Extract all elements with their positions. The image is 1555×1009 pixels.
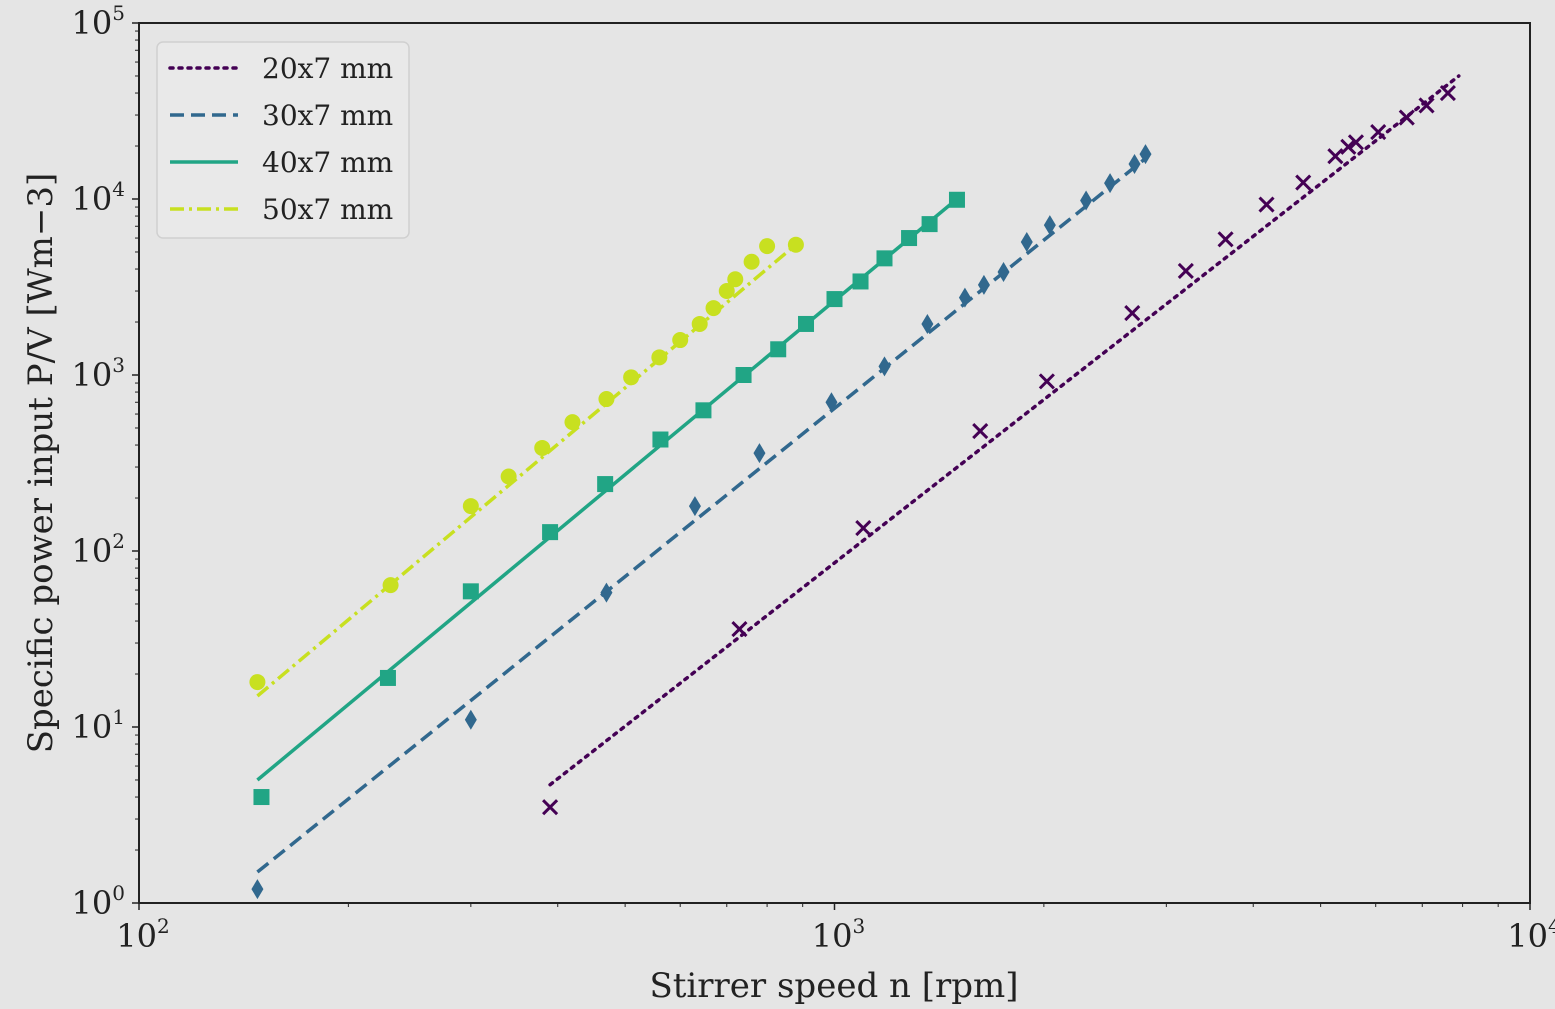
data-point xyxy=(500,468,517,485)
data-point xyxy=(534,439,551,456)
data-point xyxy=(1124,304,1141,322)
legend: 20x7 mm 30x7 mm 40x7 mm 50x7 mm xyxy=(156,41,410,239)
fit-line xyxy=(256,157,1147,874)
data-point xyxy=(731,621,748,638)
data-point xyxy=(798,315,815,332)
data-point xyxy=(542,799,559,816)
legend-label: 20x7 mm xyxy=(262,52,393,85)
data-point xyxy=(1217,231,1234,248)
data-point xyxy=(462,498,479,515)
data-point xyxy=(253,789,270,806)
data-point xyxy=(855,520,872,537)
data-point xyxy=(718,283,735,300)
data-point xyxy=(688,496,701,517)
data-point xyxy=(1258,196,1275,213)
data-point xyxy=(672,332,689,349)
y-tick-label: 100 xyxy=(72,881,125,922)
data-point xyxy=(901,230,918,247)
data-point xyxy=(727,271,744,288)
data-point xyxy=(948,191,965,208)
legend-box xyxy=(156,41,410,239)
data-point xyxy=(1340,138,1357,155)
legend-label: 50x7 mm xyxy=(262,193,393,226)
data-point xyxy=(251,879,264,900)
data-point xyxy=(598,391,615,408)
x-tick-label: 104 xyxy=(1507,914,1555,955)
data-point xyxy=(382,577,399,594)
data-point xyxy=(770,341,787,358)
series-50x7-mm xyxy=(249,236,804,698)
data-point xyxy=(743,253,760,270)
data-point xyxy=(1439,84,1456,102)
data-point xyxy=(878,356,891,377)
x-tick-label: 103 xyxy=(812,914,865,955)
data-point xyxy=(1295,174,1312,191)
data-point xyxy=(249,674,266,691)
series-20x7-mm xyxy=(542,74,1461,816)
data-point xyxy=(921,216,938,233)
y-tick-label: 101 xyxy=(72,705,125,746)
data-point xyxy=(977,274,990,295)
data-point xyxy=(972,423,989,440)
data-point xyxy=(462,583,479,600)
data-point xyxy=(825,392,838,413)
data-point xyxy=(1139,144,1152,165)
y-tick-label: 105 xyxy=(72,1,125,42)
data-point xyxy=(705,300,722,317)
series-layer xyxy=(249,74,1461,900)
data-point xyxy=(852,273,869,290)
y-tick-label: 103 xyxy=(72,353,125,394)
x-axis-label: Stirrer speed n [rpm] xyxy=(649,966,1018,1006)
data-point xyxy=(1104,173,1117,194)
data-point xyxy=(1128,154,1141,175)
data-point xyxy=(623,369,640,386)
data-point xyxy=(735,367,752,383)
x-tick-label: 102 xyxy=(116,914,169,955)
data-point xyxy=(1038,373,1055,390)
data-point xyxy=(1370,124,1387,141)
data-point xyxy=(1327,148,1344,165)
legend-label: 40x7 mm xyxy=(262,146,393,179)
data-point xyxy=(542,524,559,541)
data-point xyxy=(787,236,804,253)
data-point xyxy=(921,313,934,334)
fit-line xyxy=(256,243,798,698)
y-axis-label: Specific power input P/V [Wm−3] xyxy=(21,173,61,754)
data-point xyxy=(997,261,1010,282)
data-point xyxy=(597,476,614,493)
y-tick-label: 102 xyxy=(72,529,125,570)
data-point xyxy=(600,582,613,603)
legend-label: 30x7 mm xyxy=(262,99,393,132)
y-tick-label: 104 xyxy=(72,177,125,218)
series-40x7-mm xyxy=(253,191,965,806)
data-point xyxy=(759,238,776,255)
data-point xyxy=(1418,97,1435,114)
data-point xyxy=(826,291,843,308)
ticks-layer: 102 103 104 100 101 102 103 104 105 xyxy=(72,1,1555,955)
data-point xyxy=(695,402,712,419)
data-point xyxy=(651,349,668,366)
data-point xyxy=(1177,262,1194,280)
data-point xyxy=(1043,215,1056,236)
series-30x7-mm xyxy=(251,144,1152,900)
data-point xyxy=(564,414,581,431)
data-point xyxy=(1347,134,1365,151)
data-point xyxy=(1020,231,1033,252)
data-point xyxy=(753,443,766,464)
data-point xyxy=(379,669,396,686)
fit-line xyxy=(548,74,1461,787)
data-point xyxy=(1080,190,1093,211)
data-point xyxy=(464,709,477,730)
data-point xyxy=(876,250,893,267)
data-point xyxy=(1398,109,1415,126)
data-point xyxy=(652,431,669,448)
data-point xyxy=(691,315,708,332)
data-point xyxy=(958,287,971,308)
